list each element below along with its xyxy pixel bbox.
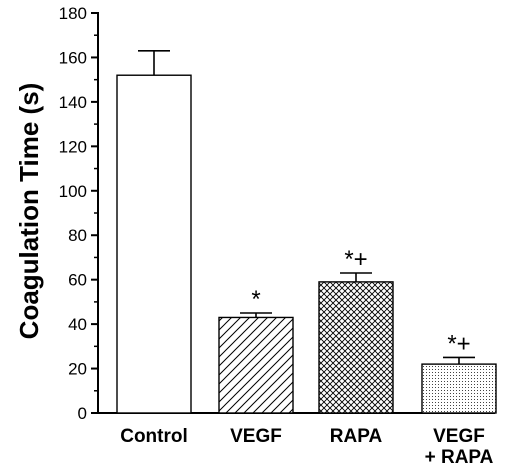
category-labels: Control VEGF RAPA VEGF+ RAPA xyxy=(120,426,493,468)
bar xyxy=(318,281,394,414)
y-tick-label: 0 xyxy=(78,404,87,423)
y-tick-label: 180 xyxy=(59,4,87,23)
y-axis-title: Coagulation Time (s) xyxy=(14,83,44,340)
category-label: + RAPA xyxy=(425,447,494,468)
y-tick-label: 60 xyxy=(68,271,87,290)
y-tick-label: 120 xyxy=(59,137,87,156)
bars-group: * *+ *+ xyxy=(116,49,497,414)
significance-label: *+ xyxy=(447,330,470,357)
category-label: RAPA xyxy=(330,426,383,447)
significance-label: * xyxy=(251,286,260,313)
y-tick-label: 40 xyxy=(68,315,87,334)
bar xyxy=(218,316,294,414)
y-tick-label: 160 xyxy=(59,48,87,67)
significance-label: *+ xyxy=(344,246,367,273)
y-tick-label: 100 xyxy=(59,182,87,201)
y-tick-label: 140 xyxy=(59,93,87,112)
y-tick-label: 20 xyxy=(68,360,87,379)
category-label: VEGF xyxy=(433,426,485,447)
category-label: Control xyxy=(120,426,188,447)
y-tick-label: 80 xyxy=(68,226,87,245)
bar xyxy=(116,74,192,414)
bar xyxy=(421,363,497,414)
axes: 0 20 40 60 80 100 120 140 160 180 xyxy=(59,4,495,423)
category-label: VEGF xyxy=(230,426,282,447)
